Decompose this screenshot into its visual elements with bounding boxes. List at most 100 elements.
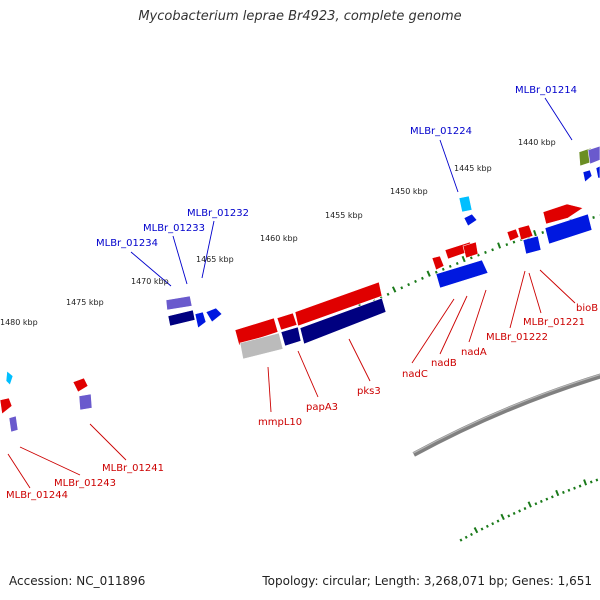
- outer-tick: [434, 270, 438, 274]
- inner-tick: [491, 522, 495, 526]
- gene-label: MLBr_01232: [187, 208, 249, 219]
- leader-line: [201, 220, 215, 279]
- outer-tick: [541, 230, 545, 234]
- inner-tick: [470, 532, 473, 537]
- inner-tick: [573, 486, 576, 490]
- leader-line: [172, 235, 188, 285]
- inner-tick: [507, 514, 511, 518]
- outer-tick: [420, 276, 424, 280]
- gene-block: [522, 235, 542, 255]
- outer-tick: [469, 256, 473, 260]
- backbone-arc: [412, 373, 600, 457]
- leader-line: [528, 272, 542, 314]
- leader-line: [468, 289, 487, 343]
- gene-block: [299, 297, 387, 345]
- outer-tick: [512, 240, 516, 244]
- inner-tick: [550, 495, 554, 499]
- outer-tick: [455, 261, 459, 266]
- inner-tick: [473, 527, 479, 534]
- leader-line: [509, 270, 526, 329]
- inner-tick: [578, 484, 582, 488]
- leader-line: [411, 298, 455, 364]
- inner-tick: [589, 480, 593, 484]
- gene-label: MLBr_01222: [486, 332, 548, 343]
- scale-label: 1475 kbp: [66, 298, 104, 307]
- gene-label: nadC: [402, 369, 428, 380]
- gene-block: [280, 326, 302, 347]
- gene-block: [8, 415, 19, 433]
- gene-label: MLBr_01221: [523, 317, 585, 328]
- inner-tick: [464, 535, 468, 539]
- gene-block: [294, 281, 383, 327]
- gene-block: [462, 241, 479, 259]
- gene-block: [239, 332, 284, 360]
- gene-blocks: [0, 145, 600, 433]
- outer-tick: [461, 255, 466, 263]
- outer-tick: [426, 270, 431, 277]
- gene-label: MLBr_01241: [102, 463, 164, 474]
- gene-block: [506, 228, 520, 242]
- outer-tick: [400, 286, 404, 290]
- scale-label: 1450 kbp: [390, 187, 428, 196]
- gene-label: MLBr_01234: [96, 238, 158, 249]
- gene-label: MLBr_01233: [143, 223, 205, 234]
- leader-line: [19, 446, 81, 476]
- gene-label: bioB: [576, 303, 598, 314]
- inner-tick: [595, 478, 599, 482]
- gene-block: [72, 377, 89, 393]
- inner-tick: [523, 506, 527, 511]
- outer-tick: [391, 286, 397, 293]
- map-title: Mycobacterium leprae Br4923, complete ge…: [138, 9, 462, 24]
- leader-line: [539, 269, 576, 304]
- inner-tick: [583, 479, 588, 486]
- gene-label: mmpL10: [258, 417, 302, 428]
- gene-label: nadA: [461, 347, 487, 358]
- inner-tick: [518, 509, 522, 513]
- leader-line: [439, 295, 468, 355]
- inner-tick: [485, 524, 489, 528]
- scale-label: 1470 kbp: [131, 277, 169, 286]
- inner-tick: [527, 501, 532, 508]
- outer-tick: [484, 250, 487, 254]
- gene-block: [544, 213, 593, 245]
- inner-tick: [539, 499, 543, 503]
- scale-label: 1465 kbp: [196, 255, 234, 264]
- gene-label: pks3: [357, 386, 381, 397]
- label-leaders: [7, 97, 576, 489]
- gene-block: [167, 309, 196, 327]
- leader-line: [544, 97, 573, 141]
- gene-block: [542, 203, 584, 225]
- outer-tick: [441, 267, 445, 271]
- gene-block: [276, 312, 298, 331]
- inner-tick: [512, 511, 516, 515]
- gene-block: [5, 370, 14, 386]
- gene-label: MLBr_01224: [410, 126, 472, 137]
- outer-tick: [491, 248, 494, 252]
- scale-label: 1480 kbp: [0, 318, 38, 327]
- leader-line: [348, 338, 371, 382]
- gene-block: [463, 213, 478, 227]
- scale-label: 1460 kbp: [260, 234, 298, 243]
- leader-line: [439, 139, 459, 193]
- gene-block: [205, 307, 223, 323]
- inner-tick: [480, 527, 484, 531]
- scale-label: 1455 kbp: [325, 211, 363, 220]
- inner-tick: [545, 497, 549, 501]
- leader-line: [297, 350, 319, 398]
- gene-block: [458, 195, 473, 213]
- outer-tick: [592, 216, 595, 219]
- outer-tick: [448, 264, 452, 268]
- gene-labels: MLBr_01214 MLBr_01224 MLBr_01232 MLBr_01233…: [6, 85, 598, 501]
- gene-block: [582, 169, 593, 183]
- gene-block: [517, 224, 534, 241]
- gene-block: [595, 165, 600, 179]
- gene-label: MLBr_01243: [54, 478, 116, 489]
- inner-tick: [567, 488, 571, 492]
- scale-labels: 1440 kbp 1445 kbp 1450 kbp 1455 kbp 1460 kbp…: [0, 138, 556, 327]
- outer-tick: [386, 292, 390, 296]
- gene-label: MLBr_01244: [6, 490, 68, 501]
- gene-label: MLBr_01214: [515, 85, 577, 96]
- leader-line: [7, 453, 31, 489]
- gene-block: [431, 255, 445, 271]
